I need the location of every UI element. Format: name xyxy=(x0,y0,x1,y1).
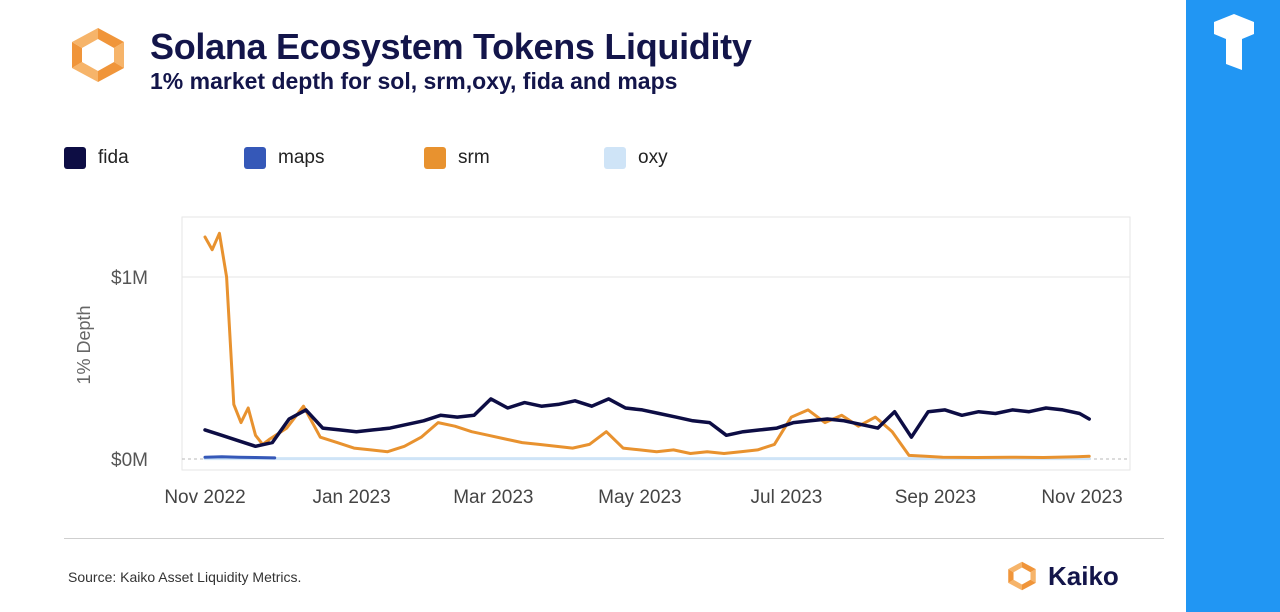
kaiko-wordmark: Kaiko xyxy=(1048,560,1119,591)
x-tick-label: Nov 2022 xyxy=(164,487,245,508)
legend-swatch-fida xyxy=(64,147,86,169)
x-tick-label: Sep 2023 xyxy=(895,487,976,508)
y-tick-label: $1M xyxy=(111,268,148,289)
side-bar xyxy=(1186,0,1280,612)
series-line-fida xyxy=(203,397,1091,449)
kaiko-brand: Kaiko xyxy=(1004,558,1119,594)
chart-grid xyxy=(181,216,1131,471)
legend-item-srm: srm xyxy=(424,145,490,171)
x-tick-label: May 2023 xyxy=(598,487,681,508)
y-tick-label: $0M xyxy=(111,450,148,471)
source-note: Source: Kaiko Asset Liquidity Metrics. xyxy=(68,569,302,585)
chart-legend: fida maps srm oxy xyxy=(64,145,764,171)
plot-frame xyxy=(181,216,1131,471)
x-tick-label: Nov 2023 xyxy=(1041,487,1122,508)
kaiko-logo-icon xyxy=(72,28,124,82)
legend-item-maps: maps xyxy=(244,145,324,171)
legend-swatch-oxy xyxy=(604,147,626,169)
depth-line-chart: $0M $1M 1% Depth Nov 2022 Jan 2023 Mar 2023 Ma… xyxy=(74,216,1131,508)
x-tick-label: Jan 2023 xyxy=(312,487,390,508)
legend-item-fida: fida xyxy=(64,145,129,171)
legend-label-maps: maps xyxy=(278,147,325,168)
page-subtitle: 1% market depth for sol, srm,oxy, fida a… xyxy=(150,68,678,94)
legend-swatch-maps xyxy=(244,147,266,169)
series-line-maps xyxy=(203,455,277,460)
series-line-srm xyxy=(203,231,1091,459)
legend-label-srm: srm xyxy=(458,147,490,168)
t-logo-icon xyxy=(1214,14,1254,70)
legend-item-oxy: oxy xyxy=(604,145,668,171)
legend-label-oxy: oxy xyxy=(638,147,668,168)
legend-label-fida: fida xyxy=(98,147,129,168)
page-title: Solana Ecosystem Tokens Liquidity xyxy=(150,26,752,67)
y-axis-label: 1% Depth xyxy=(74,305,94,384)
x-tick-label: Jul 2023 xyxy=(751,487,823,508)
x-tick-label: Mar 2023 xyxy=(453,487,533,508)
kaiko-mark-icon xyxy=(1008,561,1036,591)
chart-series xyxy=(203,231,1091,461)
legend-swatch-srm xyxy=(424,147,446,169)
footer-divider xyxy=(64,538,1164,539)
chart-axes: $0M $1M 1% Depth Nov 2022 Jan 2023 Mar 2023 Ma… xyxy=(74,268,1123,508)
